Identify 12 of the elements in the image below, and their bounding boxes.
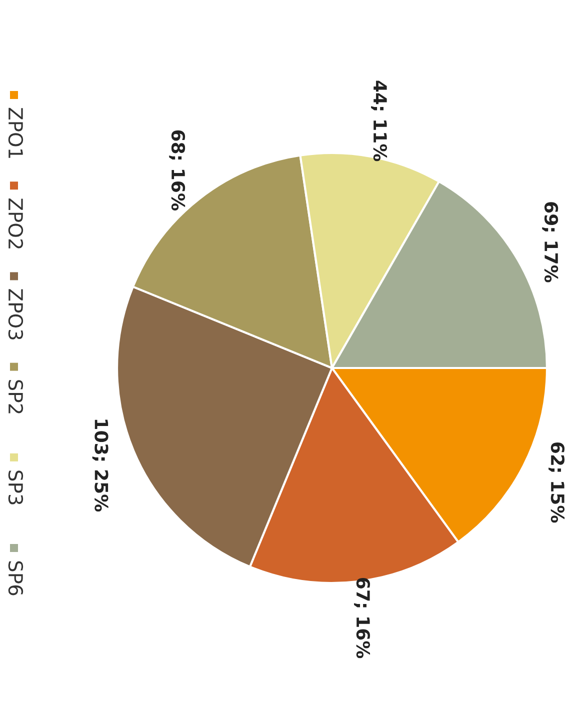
legend-label: SP2 <box>8 380 24 414</box>
data-label: 67; 16% <box>354 578 370 658</box>
legend-label: SP3 <box>8 470 24 504</box>
data-label: 44; 11% <box>371 80 388 162</box>
legend-label: ZPO3 <box>8 289 24 340</box>
legend-label: ZPO1 <box>8 108 24 158</box>
data-label: 68; 16% <box>169 130 186 210</box>
legend-label: SP6 <box>8 561 24 596</box>
data-label: 62; 15% <box>548 442 565 523</box>
data-label: 103; 25% <box>92 420 108 512</box>
data-label: 69; 17% <box>542 202 558 282</box>
legend-label: ZPO2 <box>8 198 24 248</box>
